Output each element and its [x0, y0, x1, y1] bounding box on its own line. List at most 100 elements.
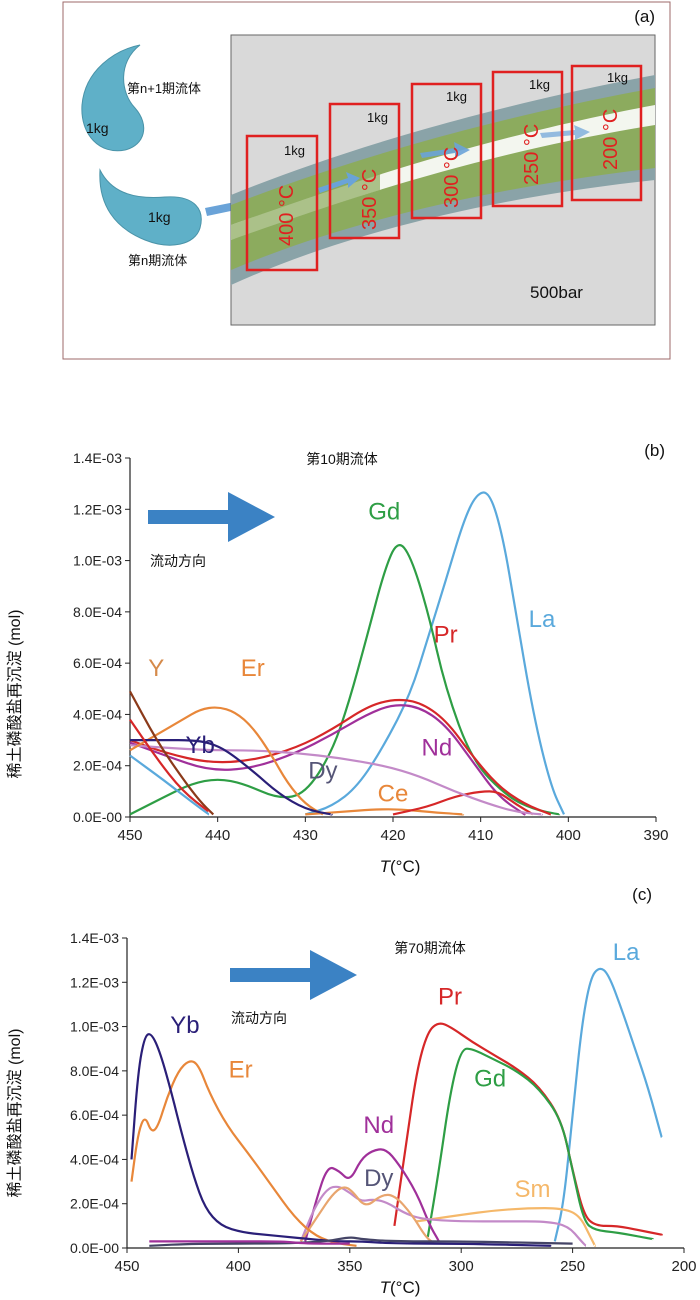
chart-c-series-dy — [299, 1185, 587, 1247]
chart-c-series-nd — [304, 1148, 441, 1243]
chart-c-y-tick-label: 1.0E-03 — [70, 1019, 119, 1035]
chart-b-series-label-gd: Gd — [368, 499, 400, 526]
fluid-drop-n1 — [81, 44, 145, 152]
chart-c-y-tick-label: 4.0E-04 — [70, 1151, 119, 1167]
chart-c-y-tick-label: 1.4E-03 — [70, 930, 119, 946]
chart-b-y-tick-label: 0.0E-00 — [73, 809, 122, 825]
chart-b-series-label-nd: Nd — [421, 734, 452, 761]
chart-c-series-unlabeled-6 — [299, 1186, 436, 1245]
chart-b-y-tick-label: 1.4E-03 — [73, 450, 122, 466]
chart-c-plot: 0.0E-00 2.0E-04 4.0E-04 6.0E-04 8.0E-04 1.0E-… — [70, 930, 697, 1275]
fluid-n-label: 第n期流体 — [128, 253, 187, 268]
chart-c-series-label-pr: Pr — [438, 983, 462, 1010]
chart-c-series-label-er: Er — [229, 1057, 253, 1084]
chart-c-x-tick-label: 250 — [560, 1258, 585, 1275]
stage-200: 1kg 200 °C — [570, 64, 643, 202]
chart-b-title: 第10期流体 — [306, 451, 378, 467]
pressure-label: 500bar — [530, 283, 583, 302]
chart-c-series-unlabeled-9 — [149, 1236, 573, 1247]
stage-200-mass: 1kg — [607, 70, 628, 85]
stage-250-box — [491, 70, 564, 208]
chart-c-series-label-gd: Gd — [474, 1065, 506, 1092]
chart-b-y-tick-label: 6.0E-04 — [73, 655, 122, 671]
stage-350-box — [328, 102, 401, 240]
stage-300: 1kg 300 °C — [410, 82, 483, 220]
chart-b-series-label-la: La — [529, 606, 556, 633]
chart-b-y-tick-label: 8.0E-04 — [73, 604, 122, 620]
chart-b-y-tick-label: 4.0E-04 — [73, 706, 122, 722]
stage-350-mass: 1kg — [367, 110, 388, 125]
stage-250-temp: 250 °C — [521, 124, 543, 185]
channel-core-fade — [231, 173, 380, 240]
flow-arrow-2 — [420, 142, 470, 158]
panel-a-diagram: (a) 1kg 第n+1期流体 1kg 第n期流体 1kg 400 °C 1kg… — [62, 1, 671, 360]
chart-b-x-tick-label: 390 — [643, 827, 668, 844]
chart-b-y-tick-label: 1.2E-03 — [73, 501, 122, 517]
chart-c-title: 第70期流体 — [394, 940, 466, 956]
chart-c-y-tick-label: 6.0E-04 — [70, 1107, 119, 1123]
stage-400-temp: 400 °C — [276, 185, 298, 246]
chart-b: (b) 第10期流体 流动方向 稀土磷酸盐再沉淀 (mol) 0.0E-00 2.… — [6, 441, 669, 876]
stage-400: 1kg 400 °C — [245, 134, 319, 272]
chart-b-series-pr — [129, 698, 552, 816]
chart-b-x-tick-label: 450 — [117, 827, 142, 844]
stage-350: 1kg 350 °C — [328, 102, 401, 240]
fluid-n1-label: 第n+1期流体 — [127, 81, 201, 96]
chart-b-series-unlabeled-11 — [129, 754, 210, 816]
chart-b-series-label-pr: Pr — [434, 622, 458, 649]
chart-c-y-tick-label: 2.0E-04 — [70, 1196, 119, 1212]
flow-arrow-1 — [318, 172, 360, 193]
chart-c-x-tick-label: 200 — [671, 1258, 696, 1275]
stage-200-temp: 200 °C — [600, 109, 622, 170]
stage-400-mass: 1kg — [284, 143, 305, 158]
chart-b-series-label-yb: Yb — [185, 732, 214, 759]
fluid-drop-n1-mass: 1kg — [86, 120, 109, 136]
chart-c-series-label-yb: Yb — [170, 1012, 199, 1039]
chart-b-xlabel: T(°C) — [380, 857, 421, 876]
chart-c-y-tick-label: 8.0E-04 — [70, 1063, 119, 1079]
chart-c-series-label-dy: Dy — [364, 1165, 393, 1192]
chart-b-ylabel: 稀土磷酸盐再沉淀 (mol) — [6, 610, 24, 779]
chart-c-series-unlabeled-10 — [149, 1240, 350, 1245]
chart-b-series-gd — [129, 544, 561, 816]
chart-c-flow-label: 流动方向 — [231, 1010, 287, 1026]
chart-b-x-tick-label: 400 — [556, 827, 581, 844]
chart-b-series-label-y: Y — [148, 655, 164, 682]
chart-c-x-tick-label: 400 — [226, 1258, 251, 1275]
chart-b-xlabel-unit: (°C) — [390, 857, 420, 876]
chart-b-y-tick-label: 1.0E-03 — [73, 553, 122, 569]
chart-c-series-er — [130, 1060, 357, 1247]
chart-b-series-label-ce: Ce — [378, 781, 409, 808]
chart-c-xlabel: T(°C) — [380, 1278, 421, 1297]
chart-c-series-label-sm: Sm — [514, 1176, 550, 1203]
chart-b-series-la — [304, 491, 565, 816]
chart-b-series-er — [129, 706, 324, 816]
chart-c-series-label-la: La — [613, 939, 640, 966]
chart-b-x-tick-label: 410 — [468, 827, 493, 844]
chart-c-y-tick-label: 0.0E-00 — [70, 1240, 119, 1256]
channel-white-core — [231, 105, 655, 240]
chart-b-series-nd — [129, 704, 526, 816]
chart-c-series-la — [553, 967, 663, 1242]
chart-c-series-sm — [416, 1207, 597, 1247]
chart-c-flow-arrow — [230, 950, 357, 1000]
chart-b-series-unlabeled-5 — [392, 790, 534, 816]
fluid-drop-n — [99, 168, 202, 246]
chart-b-series-label-dy: Dy — [308, 758, 337, 785]
chart-b-series-dy — [129, 744, 544, 816]
chart-b-xlabel-var: T — [380, 857, 392, 876]
stage-300-box — [410, 82, 483, 220]
chart-b-x-tick-label: 420 — [380, 827, 405, 844]
chart-b-flow-label: 流动方向 — [150, 553, 206, 569]
flow-arrow-3 — [540, 125, 590, 140]
chart-b-series-yb — [130, 739, 333, 816]
chart-c-series-yb — [130, 1033, 552, 1247]
stage-300-mass: 1kg — [446, 89, 467, 104]
chart-c-series-gd — [426, 1047, 654, 1241]
stage-400-box — [245, 134, 319, 272]
chart-c-series-pr — [393, 1022, 663, 1236]
chart-b-plot: 0.0E-00 2.0E-04 4.0E-04 6.0E-04 8.0E-04 1.0E-… — [73, 450, 669, 844]
stage-200-box — [570, 64, 643, 202]
chart-b-series-label-er: Er — [241, 655, 265, 682]
stage-350-temp: 350 °C — [359, 169, 381, 230]
